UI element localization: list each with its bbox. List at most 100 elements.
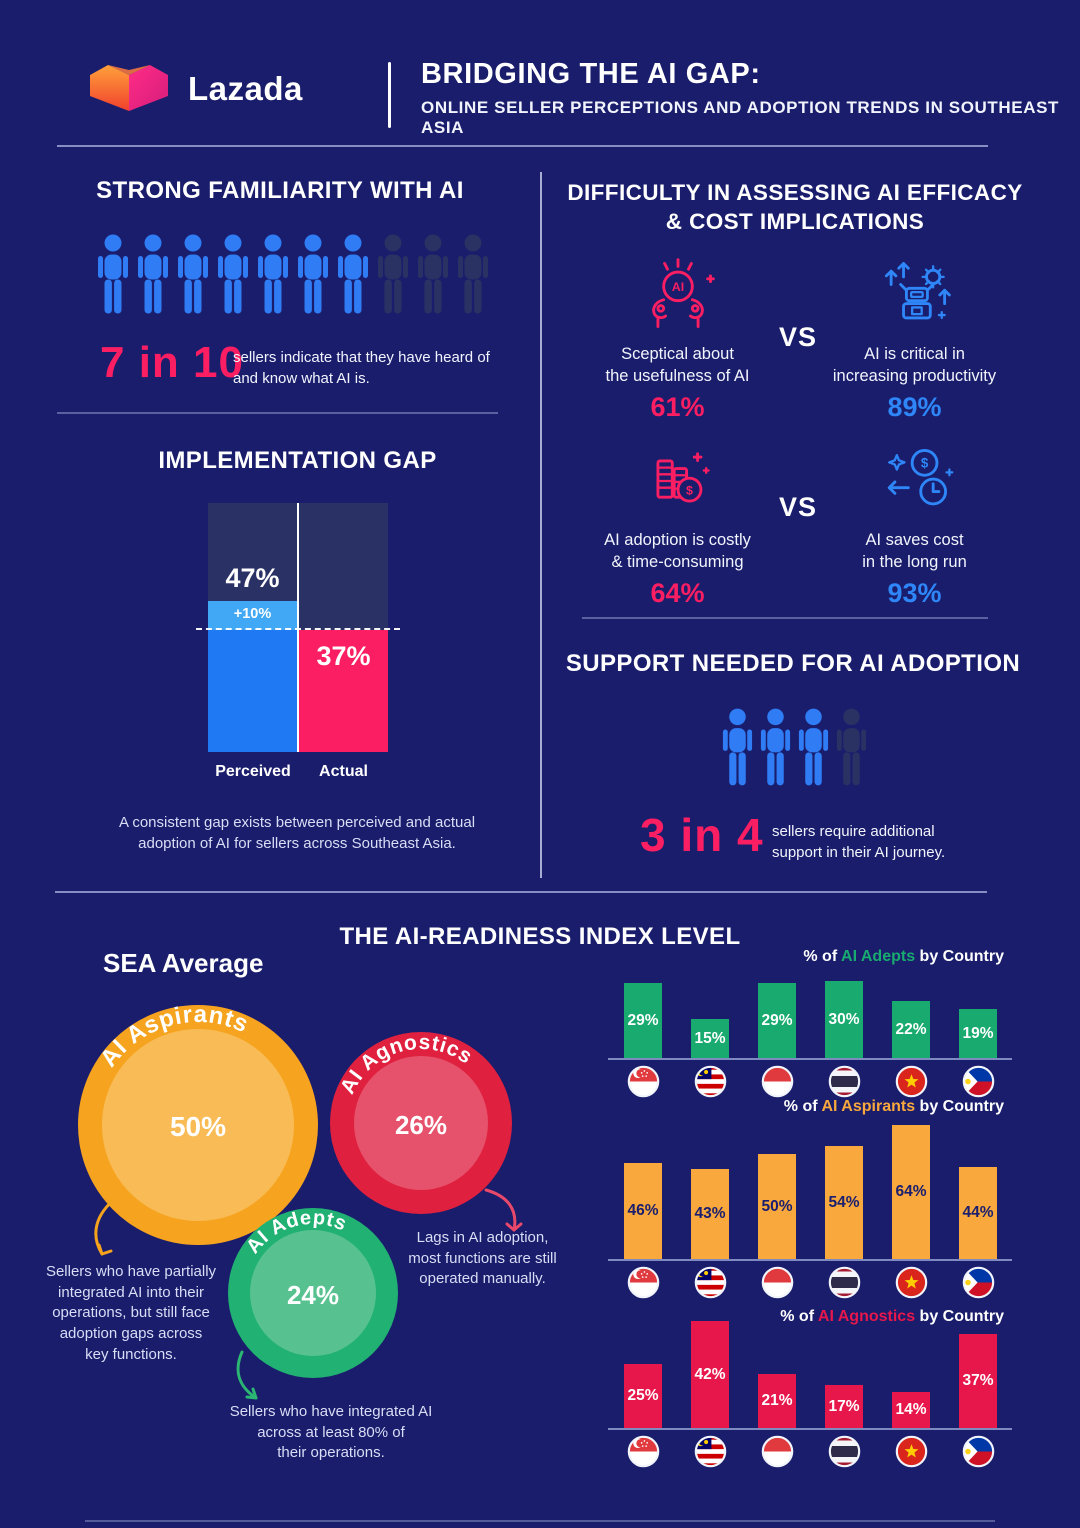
flag-spot bbox=[962, 1065, 995, 1098]
flag-malaysia-icon bbox=[694, 1065, 726, 1098]
flag-singapore-icon bbox=[627, 1435, 659, 1468]
bar-philippines: 44% bbox=[959, 1167, 997, 1259]
comparison-label: AI is critical in increasing productivit… bbox=[832, 345, 997, 385]
chart-title: % of AI Aspirants by Country bbox=[784, 1098, 1004, 1116]
flag-philippines-icon bbox=[962, 1065, 994, 1098]
bubble-value: 24% bbox=[286, 1280, 340, 1310]
lazada-logo bbox=[88, 63, 170, 118]
flag-philippines-icon bbox=[962, 1266, 994, 1299]
page-title: BRIDGING THE AI GAP: bbox=[421, 58, 761, 90]
bar-malaysia: 15% bbox=[691, 1019, 729, 1058]
difficulty-divider-line bbox=[582, 617, 988, 619]
bar-malaysia: 43% bbox=[691, 1169, 729, 1259]
footer-divider-line bbox=[85, 1520, 995, 1522]
page-subtitle: ONLINE SELLER PERCEPTIONS AND ADOPTION T… bbox=[421, 98, 1060, 137]
adepts-arrow-icon bbox=[236, 1350, 258, 1400]
flag-malaysia-icon bbox=[694, 1435, 726, 1468]
chart-adepts-by-country: % of AI Adepts by Country 29% 15% 29% 30… bbox=[608, 948, 1012, 1103]
support-caption: sellers require additional support in th… bbox=[772, 823, 946, 861]
flag-spot bbox=[761, 1435, 794, 1468]
chart-baseline bbox=[608, 1058, 1012, 1060]
comparison-productivity: AI is critical in increasing productivit… bbox=[812, 252, 1017, 423]
bubble-fill bbox=[250, 1230, 376, 1356]
gap-value: +10% bbox=[233, 606, 272, 622]
flag-singapore-icon bbox=[627, 1266, 659, 1299]
comparison-label: Sceptical about the usefulness of AI bbox=[605, 345, 750, 385]
perceived-label: Perceived bbox=[215, 763, 291, 780]
implementation-gap-chart: 47% +10% 37% bbox=[196, 503, 400, 752]
flag-indonesia-icon bbox=[761, 1065, 793, 1098]
gap-band-plus10 bbox=[208, 601, 297, 630]
ai-hands-icon: AI bbox=[585, 252, 770, 338]
header-divider-line bbox=[57, 145, 988, 147]
bubble-value: 26% bbox=[394, 1110, 448, 1140]
flag-spot bbox=[895, 1266, 928, 1299]
bubble-ai-agnostics: AI Agnostics 26% bbox=[327, 1015, 512, 1214]
svg-text:AI: AI bbox=[671, 280, 683, 294]
chart-title-prefix: % of bbox=[780, 1308, 815, 1325]
gap-chart-separator bbox=[297, 503, 299, 752]
comparison-label: AI saves cost in the long run bbox=[862, 531, 967, 571]
person-icon bbox=[836, 708, 867, 786]
comparison-value: 89% bbox=[887, 391, 942, 422]
chart-title-suffix: by Country bbox=[919, 1098, 1004, 1115]
bubble-value: 50% bbox=[169, 1111, 227, 1142]
flag-spot bbox=[828, 1435, 861, 1468]
flag-thailand-icon bbox=[828, 1065, 860, 1098]
person-icon bbox=[98, 234, 128, 314]
chart-title-suffix: by Country bbox=[919, 1308, 1004, 1325]
bar-vietnam: 64% bbox=[892, 1125, 930, 1259]
bar-indonesia: 29% bbox=[758, 983, 796, 1058]
robot-productivity-icon bbox=[812, 252, 1017, 338]
implementation-gap-title: IMPLEMENTATION GAP bbox=[158, 447, 437, 474]
flag-spot bbox=[962, 1435, 995, 1468]
flag-spot bbox=[828, 1065, 861, 1098]
comparison-savings: $ AI saves cost in the long run 93% bbox=[812, 438, 1017, 609]
header-vertical-divider bbox=[388, 62, 391, 128]
svg-text:$: $ bbox=[686, 483, 693, 497]
flag-malaysia-icon bbox=[694, 1266, 726, 1299]
chart-baseline bbox=[608, 1428, 1012, 1430]
flag-thailand-icon bbox=[828, 1266, 860, 1299]
support-title: SUPPORT NEEDED FOR AI ADOPTION bbox=[565, 650, 1021, 677]
brand-name: Lazada bbox=[188, 70, 303, 107]
bar-indonesia: 50% bbox=[758, 1154, 796, 1259]
svg-text:$: $ bbox=[920, 456, 928, 471]
comparison-costly: $ AI adoption is costly & time-consuming… bbox=[585, 438, 770, 609]
chart-title: % of AI Agnostics by Country bbox=[780, 1308, 1004, 1326]
actual-value: 37% bbox=[316, 641, 371, 671]
person-icon bbox=[258, 234, 288, 314]
perceived-value: 47% bbox=[225, 563, 280, 593]
flag-vietnam-icon bbox=[895, 1266, 927, 1299]
flag-spot bbox=[895, 1065, 928, 1098]
flag-spot bbox=[895, 1435, 928, 1468]
flag-philippines-icon bbox=[962, 1435, 994, 1468]
bubble-ai-adepts: AI Adepts 24% bbox=[228, 1195, 398, 1378]
bar-singapore: 46% bbox=[624, 1163, 662, 1259]
person-icon bbox=[458, 234, 488, 314]
flag-spot bbox=[828, 1266, 861, 1299]
aspirants-arrow-icon bbox=[94, 1196, 118, 1256]
flag-spot bbox=[694, 1065, 727, 1098]
flag-spot bbox=[761, 1065, 794, 1098]
chart-title: % of AI Adepts by Country bbox=[803, 948, 1004, 966]
aspirants-caption: Sellers who have partially integrated AI… bbox=[45, 1263, 217, 1363]
person-icon bbox=[418, 234, 448, 314]
person-icon bbox=[178, 234, 208, 314]
support-stat: 3 in 4 bbox=[640, 809, 764, 861]
svg-text:AI Agnostics: AI Agnostics bbox=[327, 1015, 481, 1102]
bar-perceived bbox=[208, 630, 297, 752]
bar-thailand: 54% bbox=[825, 1146, 863, 1259]
chart-title-suffix: by Country bbox=[919, 948, 1004, 965]
chart-title-prefix: % of bbox=[803, 948, 838, 965]
section-divider-line bbox=[55, 891, 987, 893]
familiarity-title: STRONG FAMILIARITY WITH AI bbox=[96, 177, 464, 204]
actual-label: Actual bbox=[319, 763, 368, 780]
chart-title-series: AI Agnostics bbox=[817, 1308, 916, 1325]
bar-singapore: 25% bbox=[624, 1364, 662, 1428]
comparison-value: 64% bbox=[650, 577, 705, 608]
familiarity-divider-line bbox=[57, 412, 498, 414]
bar-singapore: 29% bbox=[624, 983, 662, 1058]
familiarity-caption: sellers indicate that they have heard of… bbox=[233, 349, 490, 387]
